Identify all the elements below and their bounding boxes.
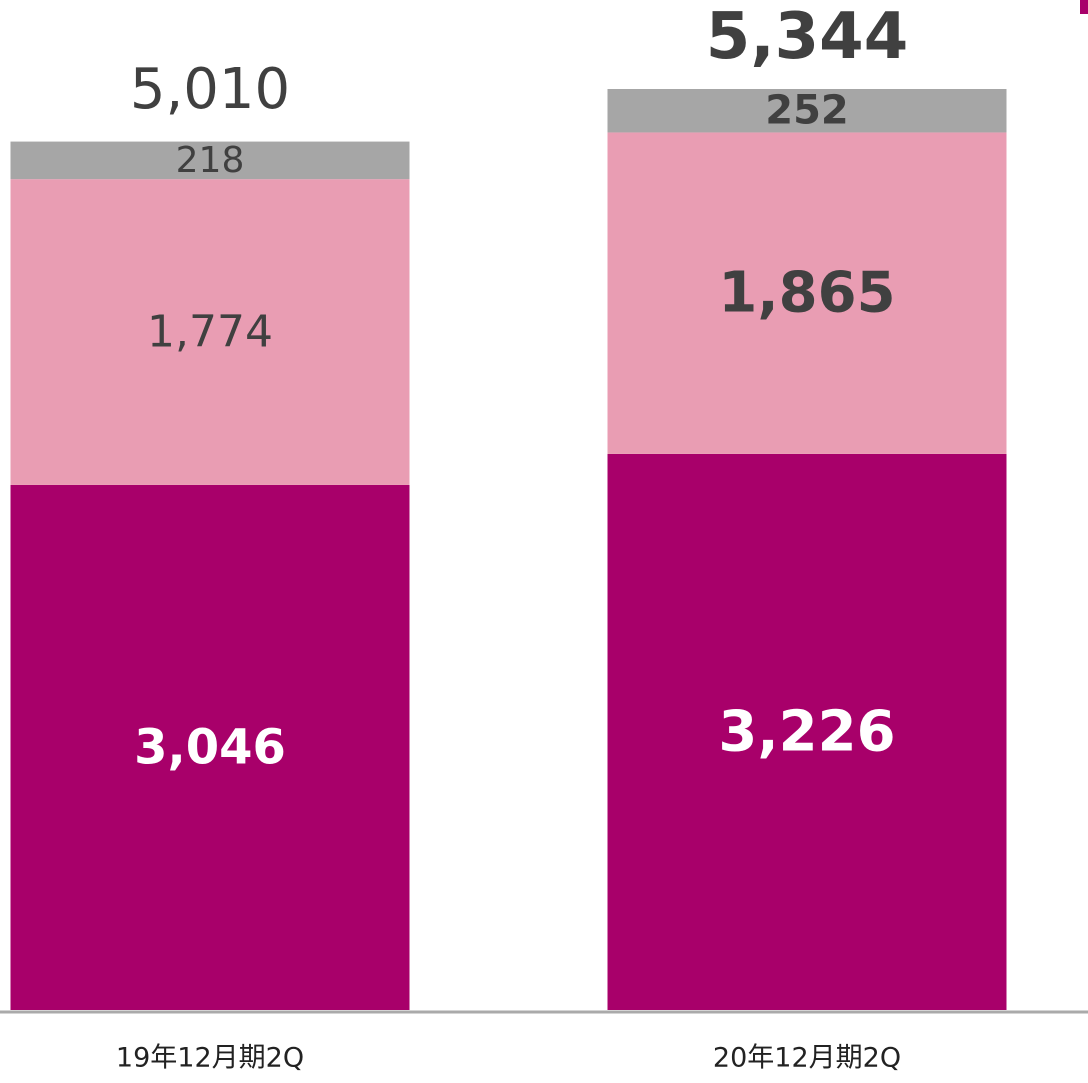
bar-segment bbox=[607, 89, 1007, 133]
bar-segment bbox=[607, 132, 1007, 454]
bar-segment bbox=[10, 141, 410, 180]
data-label: 3,046 bbox=[134, 719, 286, 775]
data-label: 1,774 bbox=[147, 307, 273, 358]
x-tick-label: 19年12月期2Q bbox=[116, 1043, 304, 1074]
data-label: 252 bbox=[765, 88, 849, 134]
data-label: 218 bbox=[176, 140, 245, 181]
total-label: 5,010 bbox=[130, 57, 290, 122]
data-label: 1,865 bbox=[718, 261, 895, 326]
bar-segment bbox=[10, 179, 410, 485]
total-label: 5,344 bbox=[706, 0, 908, 74]
x-tick-label: 20年12月期2Q bbox=[713, 1043, 901, 1074]
data-label: 3,226 bbox=[718, 699, 895, 764]
edge-mark bbox=[1080, 0, 1088, 14]
bar-segment bbox=[10, 484, 410, 1010]
bar-segment bbox=[607, 453, 1007, 1010]
